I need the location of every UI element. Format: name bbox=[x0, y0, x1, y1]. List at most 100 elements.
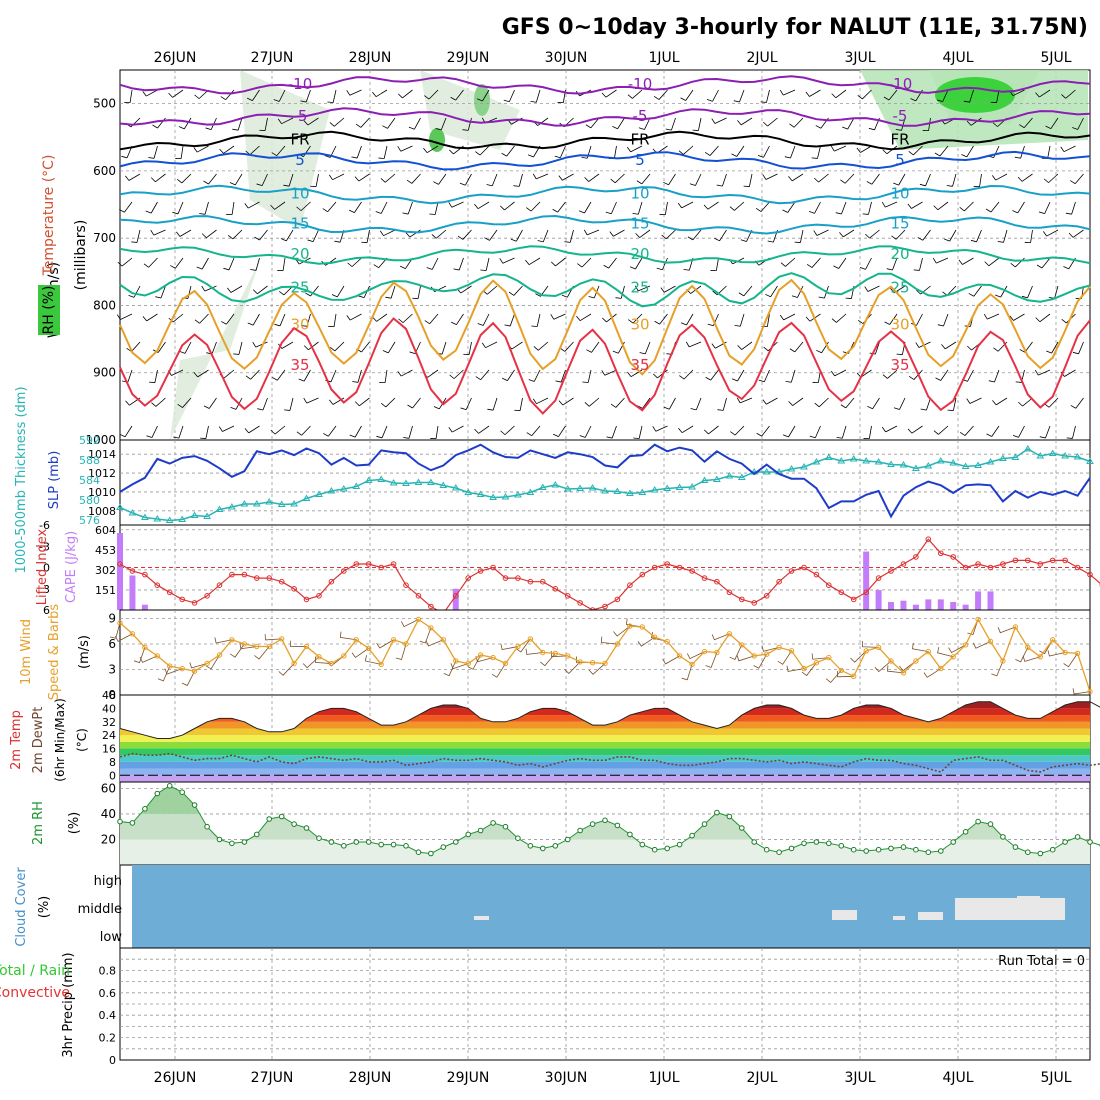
wind-barb bbox=[842, 117, 855, 130]
lifted-index-point bbox=[813, 571, 820, 578]
date-label-top: 28JUN bbox=[349, 50, 392, 66]
lifted-index-point bbox=[502, 575, 509, 581]
wind-barb bbox=[453, 257, 464, 271]
wind-barb bbox=[423, 145, 439, 154]
rh-point bbox=[826, 840, 832, 847]
li-tick-label: -3 bbox=[39, 540, 50, 553]
thickness-point bbox=[315, 490, 323, 497]
wind-barb bbox=[917, 229, 931, 241]
precip-tick-label: 0 bbox=[109, 1054, 116, 1067]
lifted-index-point bbox=[117, 561, 123, 567]
contour-label: 25 bbox=[290, 279, 309, 297]
rh-point bbox=[962, 829, 969, 835]
rh-point bbox=[129, 820, 136, 826]
lifted-index-point bbox=[229, 571, 235, 578]
wind-barb bbox=[913, 257, 923, 271]
lifted-index-point bbox=[627, 582, 633, 589]
wind-barb bbox=[533, 341, 549, 351]
wind-barb bbox=[1015, 647, 1029, 663]
wind-barb bbox=[302, 656, 320, 669]
wind-barb bbox=[973, 173, 982, 188]
wind-barb bbox=[178, 117, 192, 130]
wind-barb bbox=[836, 670, 854, 678]
wind-barb bbox=[992, 397, 1008, 406]
rh-point bbox=[701, 821, 708, 827]
wind-barb bbox=[716, 173, 727, 187]
wind-barb bbox=[830, 369, 847, 377]
wind-barb bbox=[757, 145, 770, 158]
wind-barb bbox=[223, 257, 235, 271]
temperature-tick-label: 40 bbox=[102, 702, 116, 715]
rh-point bbox=[353, 839, 360, 845]
wind-barb bbox=[947, 397, 957, 411]
temperature-band bbox=[120, 735, 1090, 742]
thickness-point bbox=[837, 457, 846, 464]
rh-point bbox=[216, 836, 223, 843]
wind-barb bbox=[941, 341, 957, 350]
wind-barb bbox=[355, 117, 370, 128]
wind-barb bbox=[737, 341, 753, 350]
thickness-tick-label: 576 bbox=[79, 514, 100, 527]
dewpoint-line bbox=[119, 752, 1100, 773]
thickness-point bbox=[887, 460, 895, 467]
date-label-bottom: 27JUN bbox=[251, 1070, 294, 1086]
wind-barb bbox=[133, 647, 146, 664]
rh-point bbox=[714, 809, 720, 816]
cape-tick-label: 604 bbox=[95, 524, 116, 537]
lifted-index-point bbox=[328, 578, 335, 585]
thickness-point bbox=[812, 458, 821, 465]
rh-point bbox=[664, 845, 671, 852]
wind-speed-point bbox=[241, 641, 248, 647]
rh-point bbox=[502, 823, 509, 830]
cape-bar bbox=[888, 602, 895, 610]
wind-barb bbox=[233, 341, 243, 355]
wind-barb bbox=[891, 229, 906, 240]
wind-barb bbox=[1066, 425, 1076, 439]
rh-point bbox=[589, 821, 596, 827]
wind-barb bbox=[972, 641, 991, 649]
contour-label: 20 bbox=[290, 245, 309, 263]
thickness-point bbox=[936, 457, 945, 464]
cape-tick-label: 302 bbox=[95, 564, 116, 577]
wind-speed-point bbox=[142, 644, 148, 651]
wind-barb bbox=[577, 257, 592, 268]
wind-barb bbox=[146, 425, 158, 438]
thickness-point bbox=[252, 500, 261, 507]
wind-barb bbox=[685, 341, 702, 348]
rh-point bbox=[390, 841, 397, 848]
wind-barb bbox=[220, 89, 235, 101]
wind-barb bbox=[550, 257, 566, 267]
wind-barb bbox=[552, 425, 566, 438]
wind-barb bbox=[1046, 341, 1059, 354]
rh-point bbox=[751, 839, 758, 845]
rh-point bbox=[477, 827, 484, 834]
lifted-index-point bbox=[975, 561, 981, 567]
wind-barb bbox=[626, 145, 643, 153]
wind-speed-point bbox=[776, 644, 782, 651]
wind-barb bbox=[833, 257, 847, 269]
wind-barb bbox=[920, 397, 931, 411]
wind-barb bbox=[361, 229, 370, 243]
thickness-point bbox=[713, 475, 721, 482]
wind-barb bbox=[984, 257, 1000, 267]
temperature-line bbox=[119, 701, 1100, 739]
wind-barb bbox=[481, 341, 498, 349]
wind-barb bbox=[805, 89, 821, 97]
precip-tick-label: 0.6 bbox=[99, 987, 117, 1000]
wind-barb bbox=[280, 229, 294, 242]
wind-barb bbox=[407, 397, 421, 409]
wind-barb bbox=[475, 145, 490, 156]
lifted-index-point bbox=[365, 561, 372, 567]
pressure-tick-label: 1000 bbox=[85, 433, 116, 447]
wind-barb bbox=[218, 425, 235, 432]
thickness-point bbox=[377, 475, 386, 482]
thickness-point bbox=[986, 458, 995, 465]
wind-barb bbox=[164, 668, 183, 675]
wind-barb bbox=[277, 117, 294, 125]
upper-air-panel: 500 600 700 800 900 1000 -10 -10 -10 -5 -5 -5 FR FR FR… bbox=[38, 69, 1091, 447]
wind-barb bbox=[736, 397, 753, 404]
rh-point bbox=[341, 843, 347, 849]
slp-tick-label: 1010 bbox=[88, 486, 116, 499]
date-label-top: 5JUL bbox=[1040, 50, 1071, 66]
rh-point bbox=[191, 802, 198, 808]
